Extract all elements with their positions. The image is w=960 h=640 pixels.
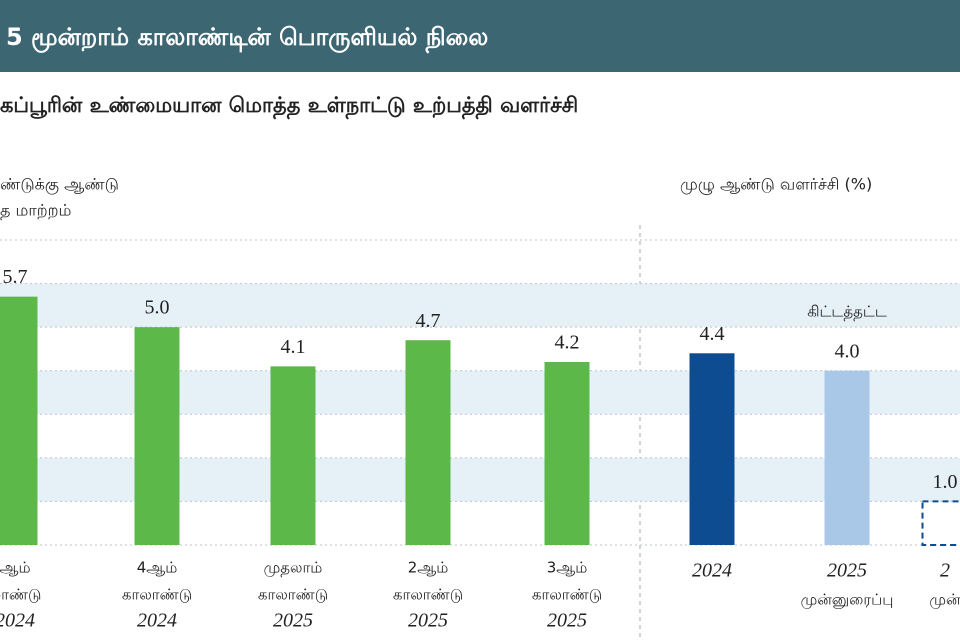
x-tick-label: 2ஆம் [408, 559, 449, 577]
chart-title: கப்பூரின் உண்மையான மொத்த உள்நாட்டு உற்பத… [0, 93, 578, 120]
x-tick-label: 2024 [0, 610, 35, 632]
x-tick-label: 3ஆம் [547, 559, 588, 577]
x-tick-label: முன் [929, 591, 960, 609]
x-tick-label: 2025 [827, 560, 867, 582]
bar [134, 327, 180, 545]
banner [0, 0, 960, 72]
bar [405, 340, 451, 545]
value-label: 4.0 [835, 340, 860, 362]
bar [921, 500, 960, 546]
x-tick-label: முதலாம் [264, 559, 323, 577]
value-label: 4.1 [281, 336, 306, 358]
x-tick-label: 2025 [547, 610, 587, 632]
x-tick-label: ஆம் [0, 559, 31, 577]
value-label: 4.2 [555, 332, 580, 354]
banner-title: 5 மூன்றாம் காலாண்டின் பொருளியல் நிலை [6, 23, 488, 54]
grid-band [0, 370, 640, 415]
x-tick-label: முன்னுரைப்பு [801, 591, 894, 609]
x-tick-label: 2 [940, 560, 950, 582]
bar [544, 362, 590, 545]
x-tick-label: 2024 [137, 610, 177, 632]
bar [0, 296, 38, 545]
annotation: கிட்டத்தட்ட [807, 303, 887, 321]
value-label: 1.0 [933, 471, 958, 493]
bar [270, 366, 316, 545]
grid-band [0, 457, 640, 502]
grid-band [640, 283, 960, 328]
x-tick-label: 2025 [408, 610, 448, 632]
value-label: 4.4 [700, 323, 725, 345]
x-tick-label: 2025 [273, 610, 313, 632]
y-axis-label: ண்டுக்கு ஆண்டு [0, 175, 119, 195]
grid-band [640, 370, 960, 415]
value-label: 4.7 [416, 310, 441, 332]
x-tick-label: 4ஆம் [137, 559, 178, 577]
x-tick-label: லாண்டு [0, 586, 41, 604]
value-label: 5.7 [3, 266, 28, 288]
bar [824, 370, 870, 545]
x-tick-label: காலாண்டு [532, 586, 602, 604]
bar [689, 353, 735, 545]
y-axis-label: த மாற்றம் [0, 201, 71, 220]
x-tick-label: காலாண்டு [122, 586, 192, 604]
x-tick-label: 2024 [692, 560, 732, 582]
x-tick-label: காலாண்டு [393, 586, 463, 604]
value-label: 5.0 [145, 297, 170, 319]
grid-band [640, 457, 960, 502]
x-tick-label: காலாண்டு [258, 586, 328, 604]
y-axis-label: முழு ஆண்டு வளர்ச்சி (%) [680, 175, 872, 195]
grid-band [0, 283, 640, 328]
